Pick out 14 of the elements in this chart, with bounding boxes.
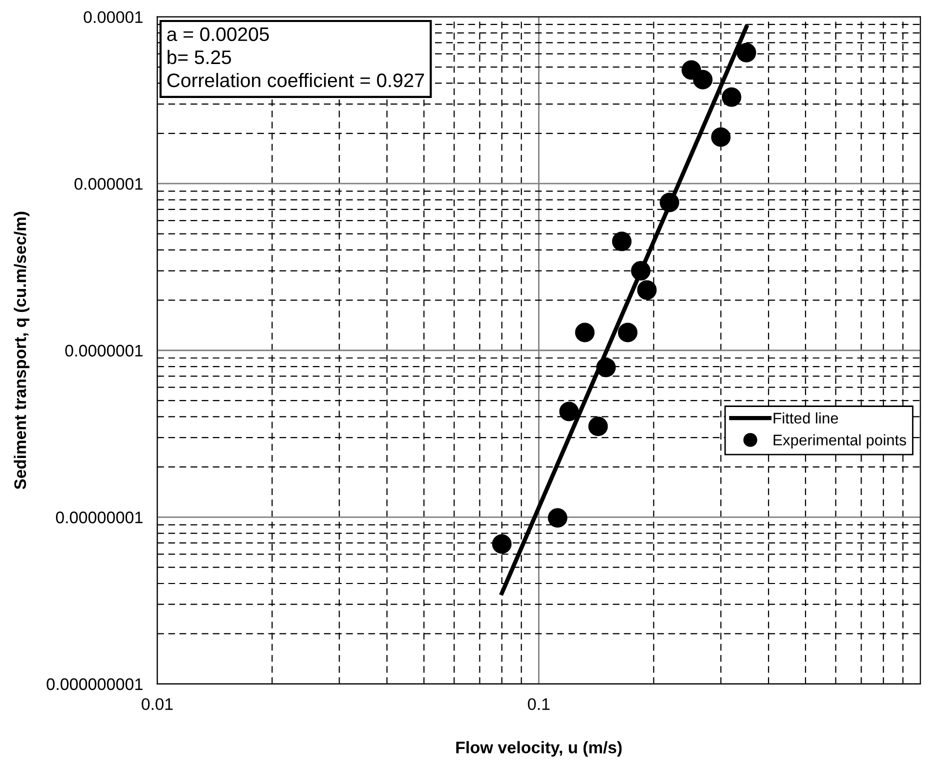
y-tick-label: 0.00000001	[56, 512, 143, 524]
y-axis-title: Sediment transport, q (cu.m/sec/m)	[14, 212, 30, 490]
annotation: Correlation coefficient = 0.927	[167, 72, 424, 88]
y-tick-label: 0.0000001	[65, 344, 143, 357]
y-tick-label: 0.000000001	[46, 678, 143, 690]
annotation: b= 5.25	[168, 50, 232, 64]
annotation: a = 0.00205	[167, 27, 269, 42]
x-tick-label: 0.1	[528, 698, 550, 710]
legend-label: Fitted line	[774, 412, 838, 424]
y-tick-label: 0.000001	[74, 178, 143, 190]
legend-label: Experimental points	[774, 434, 906, 448]
x-axis-title: Flow velocity, u (m/s)	[456, 741, 622, 757]
x-tick-label: 0.01	[142, 698, 173, 710]
y-tick-label: 0.00001	[84, 11, 143, 24]
